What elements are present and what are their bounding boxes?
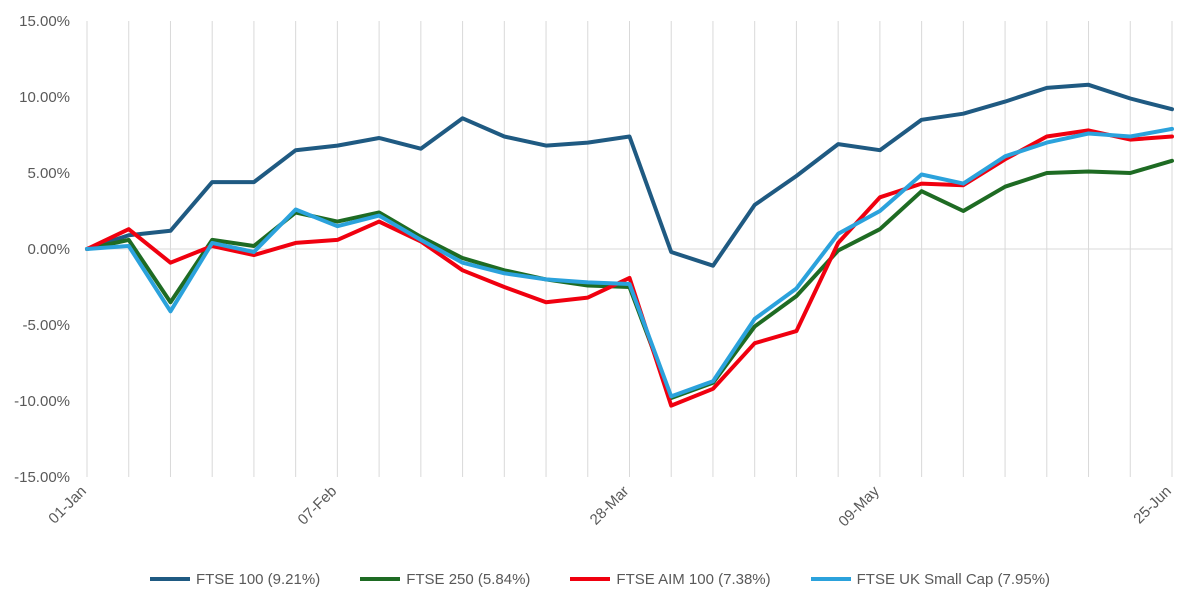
x-tick-label: 28-Mar xyxy=(587,483,633,529)
legend-label: FTSE AIM 100 (7.38%) xyxy=(616,570,771,588)
x-tick-label: 07-Feb xyxy=(295,483,341,529)
legend-swatch xyxy=(149,577,190,581)
y-tick-label: -10.00% xyxy=(14,393,70,410)
series-lines xyxy=(85,82,1174,408)
legend: FTSE 100 (9.21%) FTSE 250 (5.84%) FTSE AIM… xyxy=(0,566,1200,592)
y-tick-label: 15.00% xyxy=(19,13,70,30)
legend-item-1: FTSE 100 (9.21%) xyxy=(149,566,321,592)
y-tick-label: 10.00% xyxy=(19,89,70,106)
x-tick-label: 09-May xyxy=(835,482,883,530)
legend-label: FTSE 250 (5.84%) xyxy=(406,570,531,588)
y-tick-label: 0.00% xyxy=(27,241,70,258)
series-line-1 xyxy=(85,82,1174,268)
y-tick-label: -5.00% xyxy=(22,317,70,334)
legend-item-4: FTSE UK Small Cap (7.95%) xyxy=(810,566,1051,592)
x-tick-label: 01-Jan xyxy=(45,483,89,527)
legend-label: FTSE 100 (9.21%) xyxy=(195,570,321,588)
legend-item-3: FTSE AIM 100 (7.38%) xyxy=(570,566,771,592)
legend-swatch xyxy=(810,577,851,581)
legend-swatch xyxy=(570,577,611,581)
y-tick-label: 5.00% xyxy=(27,165,70,182)
x-axis-tick-labels: 01-Jan 07-Feb 28-Mar 09-May 25-Jun xyxy=(45,482,1174,530)
x-tick-label: 25-Jun xyxy=(1130,483,1174,527)
y-axis-tick-labels: 15.00% 10.00% 5.00% 0.00% -5.00% -10.00% -15.0… xyxy=(14,13,70,486)
legend-item-2: FTSE 250 (5.84%) xyxy=(360,566,530,592)
series-line-4 xyxy=(85,126,1174,399)
y-tick-label: -15.00% xyxy=(14,469,70,486)
series-line-3 xyxy=(85,128,1174,408)
legend-label: FTSE UK Small Cap (7.95%) xyxy=(856,570,1051,588)
legend-swatch xyxy=(360,577,401,581)
